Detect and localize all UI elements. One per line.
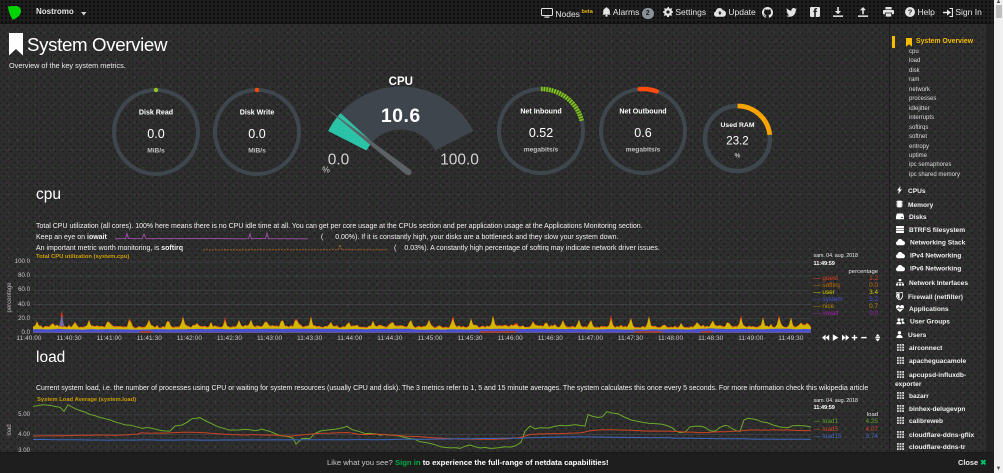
svg-text:MiB/s: MiB/s xyxy=(147,147,165,154)
svg-text:Used RAM: Used RAM xyxy=(720,122,754,129)
svg-text:Disk Read: Disk Read xyxy=(139,108,173,116)
svg-text:23.2: 23.2 xyxy=(726,135,748,147)
svg-text:Net Outbound: Net Outbound xyxy=(619,107,666,115)
svg-text:CPU: CPU xyxy=(389,76,413,88)
svg-text:?: ? xyxy=(908,7,913,16)
svg-text:megabits/s: megabits/s xyxy=(524,146,559,153)
svg-text:%: % xyxy=(734,152,740,159)
svg-text:0.0: 0.0 xyxy=(328,152,350,169)
svg-text:0.52: 0.52 xyxy=(529,126,553,140)
svg-text:0.0: 0.0 xyxy=(249,127,266,141)
svg-text:megabits/s: megabits/s xyxy=(626,146,661,153)
svg-text:10.6: 10.6 xyxy=(381,105,421,127)
svg-text:100.0: 100.0 xyxy=(440,152,479,169)
svg-text:Disk Write: Disk Write xyxy=(240,108,275,116)
svg-text:%: % xyxy=(322,165,330,175)
svg-text:Net Inbound: Net Inbound xyxy=(521,107,562,115)
svg-text:0.0: 0.0 xyxy=(147,127,164,141)
svg-text:0.6: 0.6 xyxy=(634,126,651,140)
svg-text:MiB/s: MiB/s xyxy=(249,147,267,154)
